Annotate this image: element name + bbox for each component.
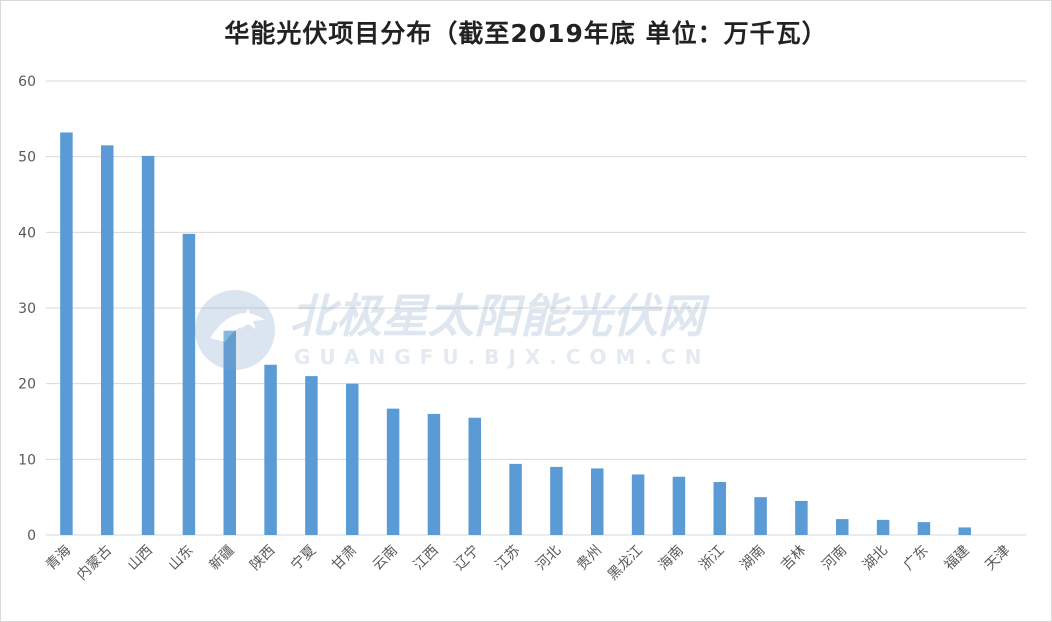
bar-9 <box>427 413 441 535</box>
bar-12 <box>550 466 563 535</box>
bar-10 <box>468 417 481 535</box>
bar-20 <box>876 519 890 535</box>
bar-11 <box>509 463 522 535</box>
x-tick-label-5: 陕西 <box>247 543 278 574</box>
x-tick-label-23: 天津 <box>982 543 1013 574</box>
bar-3 <box>182 233 196 535</box>
bar-8 <box>386 408 400 535</box>
bar-1 <box>101 145 114 536</box>
bar-4 <box>223 330 236 535</box>
y-axis-ticks: 0 10 20 30 40 50 60 <box>18 74 36 544</box>
bar-0 <box>60 132 73 535</box>
x-tick-label-19: 河南 <box>819 543 850 574</box>
bar-6 <box>305 376 318 535</box>
bar-13 <box>591 468 604 535</box>
x-tick-label-14: 黑龙江 <box>605 543 646 584</box>
bar-17 <box>754 497 767 535</box>
x-tick-label-18: 吉林 <box>778 543 809 574</box>
gridlines <box>46 80 1026 536</box>
bar-16 <box>713 482 726 535</box>
x-tick-label-1: 内蒙古 <box>74 543 115 584</box>
x-tick-label-12: 河北 <box>533 543 564 574</box>
x-tick-label-3: 山东 <box>166 543 197 574</box>
bars <box>60 132 971 536</box>
x-tick-label-4: 新疆 <box>206 543 237 574</box>
x-tick-label-20: 湖北 <box>860 543 891 574</box>
y-tick-label: 30 <box>18 301 36 317</box>
y-tick-label: 50 <box>18 150 36 166</box>
bar-22 <box>958 527 971 535</box>
bar-21 <box>917 522 931 535</box>
y-tick-label: 40 <box>18 225 36 241</box>
x-tick-label-8: 云南 <box>370 543 401 574</box>
x-tick-label-13: 贵州 <box>574 543 605 574</box>
x-tick-label-17: 湖南 <box>737 543 768 574</box>
bar-2 <box>141 155 155 535</box>
x-tick-label-0: 青海 <box>43 543 74 574</box>
x-tick-label-10: 辽宁 <box>451 542 483 574</box>
y-tick-label: 10 <box>18 452 36 468</box>
x-tick-label-6: 宁夏 <box>287 542 319 574</box>
y-tick-label: 20 <box>18 377 36 393</box>
y-tick-label: 0 <box>27 528 36 544</box>
y-tick-label: 60 <box>18 74 36 90</box>
x-tick-label-2: 山西 <box>125 543 156 574</box>
x-tick-label-9: 江西 <box>411 543 442 574</box>
x-tick-label-22: 福建 <box>941 543 972 574</box>
x-axis-labels: 青海 内蒙古 山西 山东 新疆 陕西 宁夏 甘肃 云南 江西 辽宁 江苏 河北 贵州 黑龙江 海南 浙江 湖南 吉林… <box>43 542 1013 584</box>
bar-15 <box>672 476 686 535</box>
x-tick-label-21: 广东 <box>901 543 932 574</box>
chart-title: 华能光伏项目分布（截至2019年底 单位：万千瓦） <box>224 19 828 48</box>
x-tick-label-16: 浙江 <box>696 543 727 574</box>
bar-19 <box>836 519 849 535</box>
bar-18 <box>795 500 808 535</box>
x-tick-label-11: 江苏 <box>492 543 523 574</box>
bar-5 <box>264 364 277 535</box>
x-tick-label-15: 海南 <box>656 543 687 574</box>
x-tick-label-7: 甘肃 <box>329 543 360 574</box>
bar-14 <box>631 474 645 535</box>
bar-7 <box>346 383 359 535</box>
